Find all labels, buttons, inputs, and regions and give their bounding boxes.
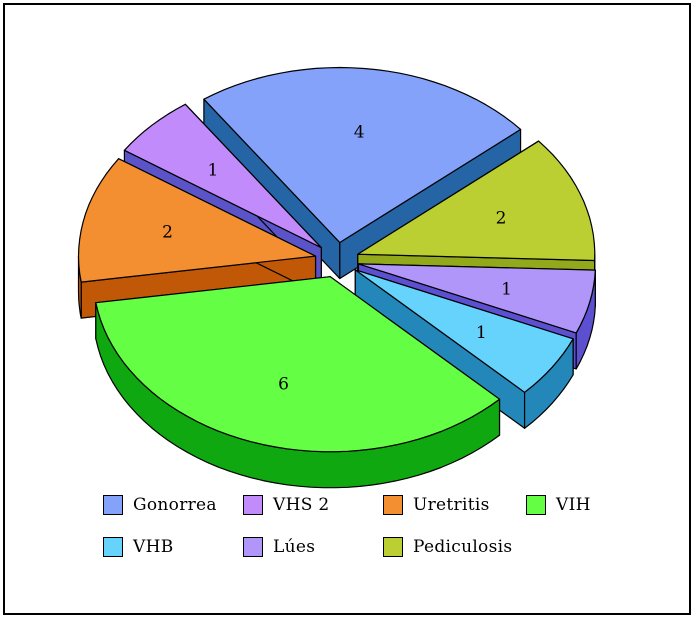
legend-swatch [526,495,546,515]
data-label: 6 [278,374,289,394]
legend-swatch [243,495,263,515]
legend-item-lues: Lúes [243,534,315,560]
legend-label: VHB [133,537,174,557]
legend-label: Uretritis [413,495,490,515]
legend-swatch [243,537,263,557]
data-label: 2 [162,223,173,243]
legend-label: Pediculosis [413,537,513,557]
legend-item-vih: VIH [526,492,591,518]
slice-top [203,66,522,244]
legend-label: VHS 2 [273,495,330,515]
legend-label: VIH [556,495,591,515]
data-label: 1 [207,160,218,180]
legend-item-vhb: VHB [103,534,174,560]
legend: Gonorrea VHS 2 Uretritis VIH VHB Lúes Pe… [103,492,623,567]
legend-item-uretritis: Uretritis [383,492,490,518]
slice-top [77,158,317,283]
legend-item-vhs2: VHS 2 [243,492,329,518]
slice-top [357,263,596,334]
legend-item-pediculosis: Pediculosis [383,534,512,560]
legend-swatch [103,495,123,515]
slice-top [357,140,596,262]
slice-top [123,103,322,249]
legend-swatch [103,537,123,557]
data-label: 4 [354,123,365,143]
legend-swatch [383,537,403,557]
pie-slice-uretritis: 2 [77,158,317,319]
pie-slice-vih: 6 [95,276,501,489]
legend-label: Lúes [273,537,316,557]
legend-item-gonorrea: Gonorrea [103,492,217,518]
data-label: 1 [501,279,512,299]
legend-label: Gonorrea [133,495,217,515]
data-label: 2 [496,209,507,229]
slice-top [354,269,574,393]
legend-swatch [383,495,403,515]
slice-top [95,276,501,453]
data-label: 1 [476,323,487,343]
